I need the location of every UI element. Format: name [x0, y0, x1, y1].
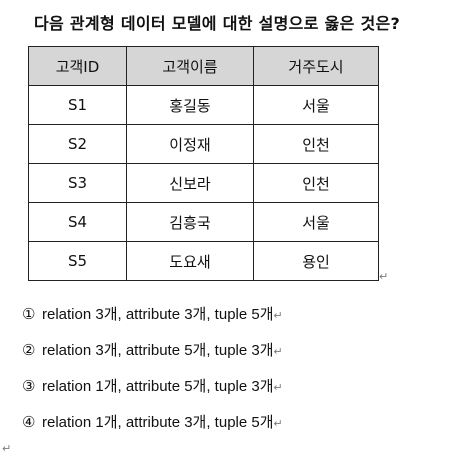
- option-4: ④ relation 1개, attribute 3개, tuple 5개↵: [22, 411, 283, 447]
- table-row: S2 이정재 인천: [28, 124, 379, 164]
- column-header-city: 거주도시: [253, 46, 379, 86]
- table-cell: 인천: [253, 163, 379, 203]
- paragraph-mark-icon: ↵: [379, 270, 389, 283]
- table-cell: 용인: [253, 241, 379, 281]
- table-cell: 홍길동: [126, 85, 254, 125]
- paragraph-mark-icon: ↵: [2, 442, 12, 455]
- table-cell: S5: [28, 241, 127, 281]
- table-row: S4 김흥국 서울: [28, 202, 379, 242]
- table-cell: S2: [28, 124, 127, 164]
- option-text: relation 1개, attribute 3개, tuple 5개: [42, 414, 274, 431]
- option-number: ①: [22, 306, 36, 323]
- option-number: ④: [22, 414, 36, 431]
- table-cell: 서울: [253, 202, 379, 242]
- table-cell: 서울: [253, 85, 379, 125]
- table-cell: 이정재: [126, 124, 254, 164]
- option-3: ③ relation 1개, attribute 5개, tuple 3개↵: [22, 375, 283, 411]
- table-cell: S3: [28, 163, 127, 203]
- customer-table: 고객ID 고객이름 거주도시 S1 홍길동 서울 S2 이정재 인천 S3 신보…: [28, 46, 379, 281]
- table-cell: S4: [28, 202, 127, 242]
- question-text: 다음 관계형 데이터 모델에 대한 설명으로 옳은 것은?: [34, 14, 401, 33]
- paragraph-mark-icon: ↵: [273, 346, 283, 358]
- option-text: relation 1개, attribute 5개, tuple 3개: [42, 378, 274, 395]
- column-header-customer-name: 고객이름: [126, 46, 254, 86]
- option-1: ① relation 3개, attribute 3개, tuple 5개↵: [22, 303, 283, 339]
- table-cell: S1: [28, 85, 127, 125]
- table-header-row: 고객ID 고객이름 거주도시: [28, 46, 379, 86]
- option-number: ③: [22, 378, 36, 395]
- paragraph-mark-icon: ↵: [273, 382, 283, 394]
- table-cell: 도요새: [126, 241, 254, 281]
- option-number: ②: [22, 342, 36, 359]
- table-cell: 김흥국: [126, 202, 254, 242]
- table-row: S5 도요새 용인: [28, 241, 379, 281]
- table-row: S3 신보라 인천: [28, 163, 379, 203]
- paragraph-mark-icon: ↵: [273, 310, 283, 322]
- table-cell: 신보라: [126, 163, 254, 203]
- option-text: relation 3개, attribute 5개, tuple 3개: [42, 342, 274, 359]
- option-2: ② relation 3개, attribute 5개, tuple 3개↵: [22, 339, 283, 375]
- column-header-customer-id: 고객ID: [28, 46, 127, 86]
- table-row: S1 홍길동 서울: [28, 85, 379, 125]
- table-cell: 인천: [253, 124, 379, 164]
- option-text: relation 3개, attribute 3개, tuple 5개: [42, 306, 274, 323]
- paragraph-mark-icon: ↵: [273, 418, 283, 430]
